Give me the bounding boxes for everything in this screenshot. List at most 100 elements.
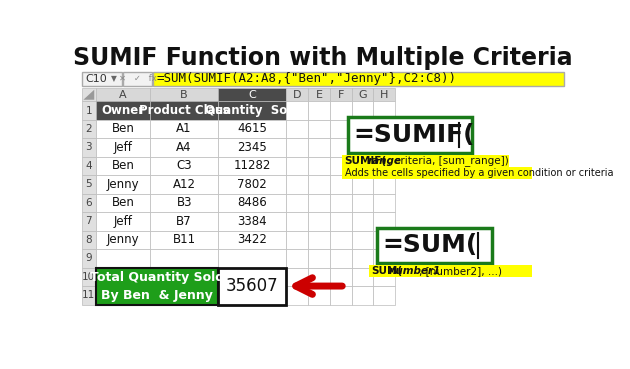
FancyBboxPatch shape [352,175,373,194]
Text: ▼: ▼ [112,75,117,83]
Text: Ben: Ben [112,159,134,172]
FancyBboxPatch shape [218,88,287,101]
FancyBboxPatch shape [150,212,218,231]
Text: 3384: 3384 [238,215,267,228]
FancyBboxPatch shape [348,117,472,153]
FancyBboxPatch shape [308,101,330,120]
FancyBboxPatch shape [352,268,373,286]
Text: D: D [293,90,302,100]
Text: 5: 5 [86,179,92,189]
Text: C3: C3 [176,159,192,172]
FancyBboxPatch shape [96,286,150,304]
FancyBboxPatch shape [352,286,373,304]
FancyBboxPatch shape [82,231,96,249]
Text: Jenny: Jenny [106,178,139,191]
FancyBboxPatch shape [308,88,330,101]
Text: A1: A1 [176,123,192,135]
Text: Jeff: Jeff [113,141,132,154]
FancyBboxPatch shape [373,88,395,101]
Text: 4615: 4615 [238,123,267,135]
Text: 11282: 11282 [234,159,271,172]
FancyBboxPatch shape [287,101,308,120]
FancyBboxPatch shape [287,268,308,286]
Text: Adds the cells specified by a given condition or criteria: Adds the cells specified by a given cond… [345,168,613,178]
Text: A: A [119,90,127,100]
Text: 10: 10 [83,272,95,282]
FancyBboxPatch shape [218,101,287,120]
FancyBboxPatch shape [150,194,218,212]
Text: 4: 4 [86,161,92,171]
FancyBboxPatch shape [150,249,218,268]
FancyBboxPatch shape [150,231,218,249]
FancyBboxPatch shape [218,249,287,268]
FancyBboxPatch shape [373,231,395,249]
Text: B: B [180,90,188,100]
FancyBboxPatch shape [342,155,509,167]
FancyBboxPatch shape [373,212,395,231]
Text: SUM(: SUM( [372,266,403,276]
Text: H: H [380,90,388,100]
Text: G: G [358,90,367,100]
Text: number1: number1 [389,266,441,276]
FancyBboxPatch shape [330,231,352,249]
FancyBboxPatch shape [82,268,96,286]
FancyBboxPatch shape [287,138,308,157]
FancyBboxPatch shape [150,120,218,138]
FancyBboxPatch shape [82,286,96,304]
FancyBboxPatch shape [96,101,150,120]
FancyBboxPatch shape [352,231,373,249]
FancyBboxPatch shape [153,72,564,86]
FancyBboxPatch shape [287,157,308,175]
FancyBboxPatch shape [330,268,352,286]
FancyBboxPatch shape [308,231,330,249]
Text: Owner: Owner [101,104,144,117]
FancyBboxPatch shape [308,138,330,157]
FancyBboxPatch shape [218,286,287,304]
Text: ✕   ✓   fx: ✕ ✓ fx [119,75,156,83]
Text: 7802: 7802 [238,178,267,191]
FancyBboxPatch shape [96,88,150,101]
FancyBboxPatch shape [123,72,152,86]
FancyBboxPatch shape [308,212,330,231]
FancyBboxPatch shape [287,194,308,212]
FancyBboxPatch shape [150,268,218,286]
FancyBboxPatch shape [82,249,96,268]
Text: =SUMIF(: =SUMIF( [354,123,476,147]
FancyBboxPatch shape [352,101,373,120]
Text: B3: B3 [176,196,192,209]
FancyBboxPatch shape [352,194,373,212]
Text: Jeff: Jeff [113,215,132,228]
FancyBboxPatch shape [96,249,150,268]
FancyBboxPatch shape [308,157,330,175]
FancyBboxPatch shape [330,138,352,157]
FancyBboxPatch shape [287,249,308,268]
Text: C: C [248,90,256,100]
FancyBboxPatch shape [330,157,352,175]
Text: , [number2], ...): , [number2], ...) [419,266,502,276]
FancyBboxPatch shape [352,157,373,175]
FancyBboxPatch shape [373,249,395,268]
FancyBboxPatch shape [287,88,308,101]
Text: Ben: Ben [112,123,134,135]
Text: A12: A12 [173,178,196,191]
FancyBboxPatch shape [373,120,395,138]
Text: 35607: 35607 [226,277,278,295]
FancyBboxPatch shape [218,212,287,231]
Text: E: E [316,90,323,100]
Text: 2345: 2345 [238,141,267,154]
FancyBboxPatch shape [373,268,395,286]
FancyBboxPatch shape [308,286,330,304]
FancyBboxPatch shape [287,212,308,231]
FancyBboxPatch shape [352,120,373,138]
FancyBboxPatch shape [308,249,330,268]
FancyBboxPatch shape [287,231,308,249]
Text: Quantity  Sold: Quantity Sold [205,104,300,117]
FancyBboxPatch shape [308,120,330,138]
Text: 3422: 3422 [238,233,267,246]
FancyBboxPatch shape [218,175,287,194]
Text: 6: 6 [86,198,92,208]
FancyBboxPatch shape [96,268,218,304]
Text: A4: A4 [176,141,192,154]
FancyBboxPatch shape [150,157,218,175]
Text: SUMIF(: SUMIF( [345,156,387,166]
